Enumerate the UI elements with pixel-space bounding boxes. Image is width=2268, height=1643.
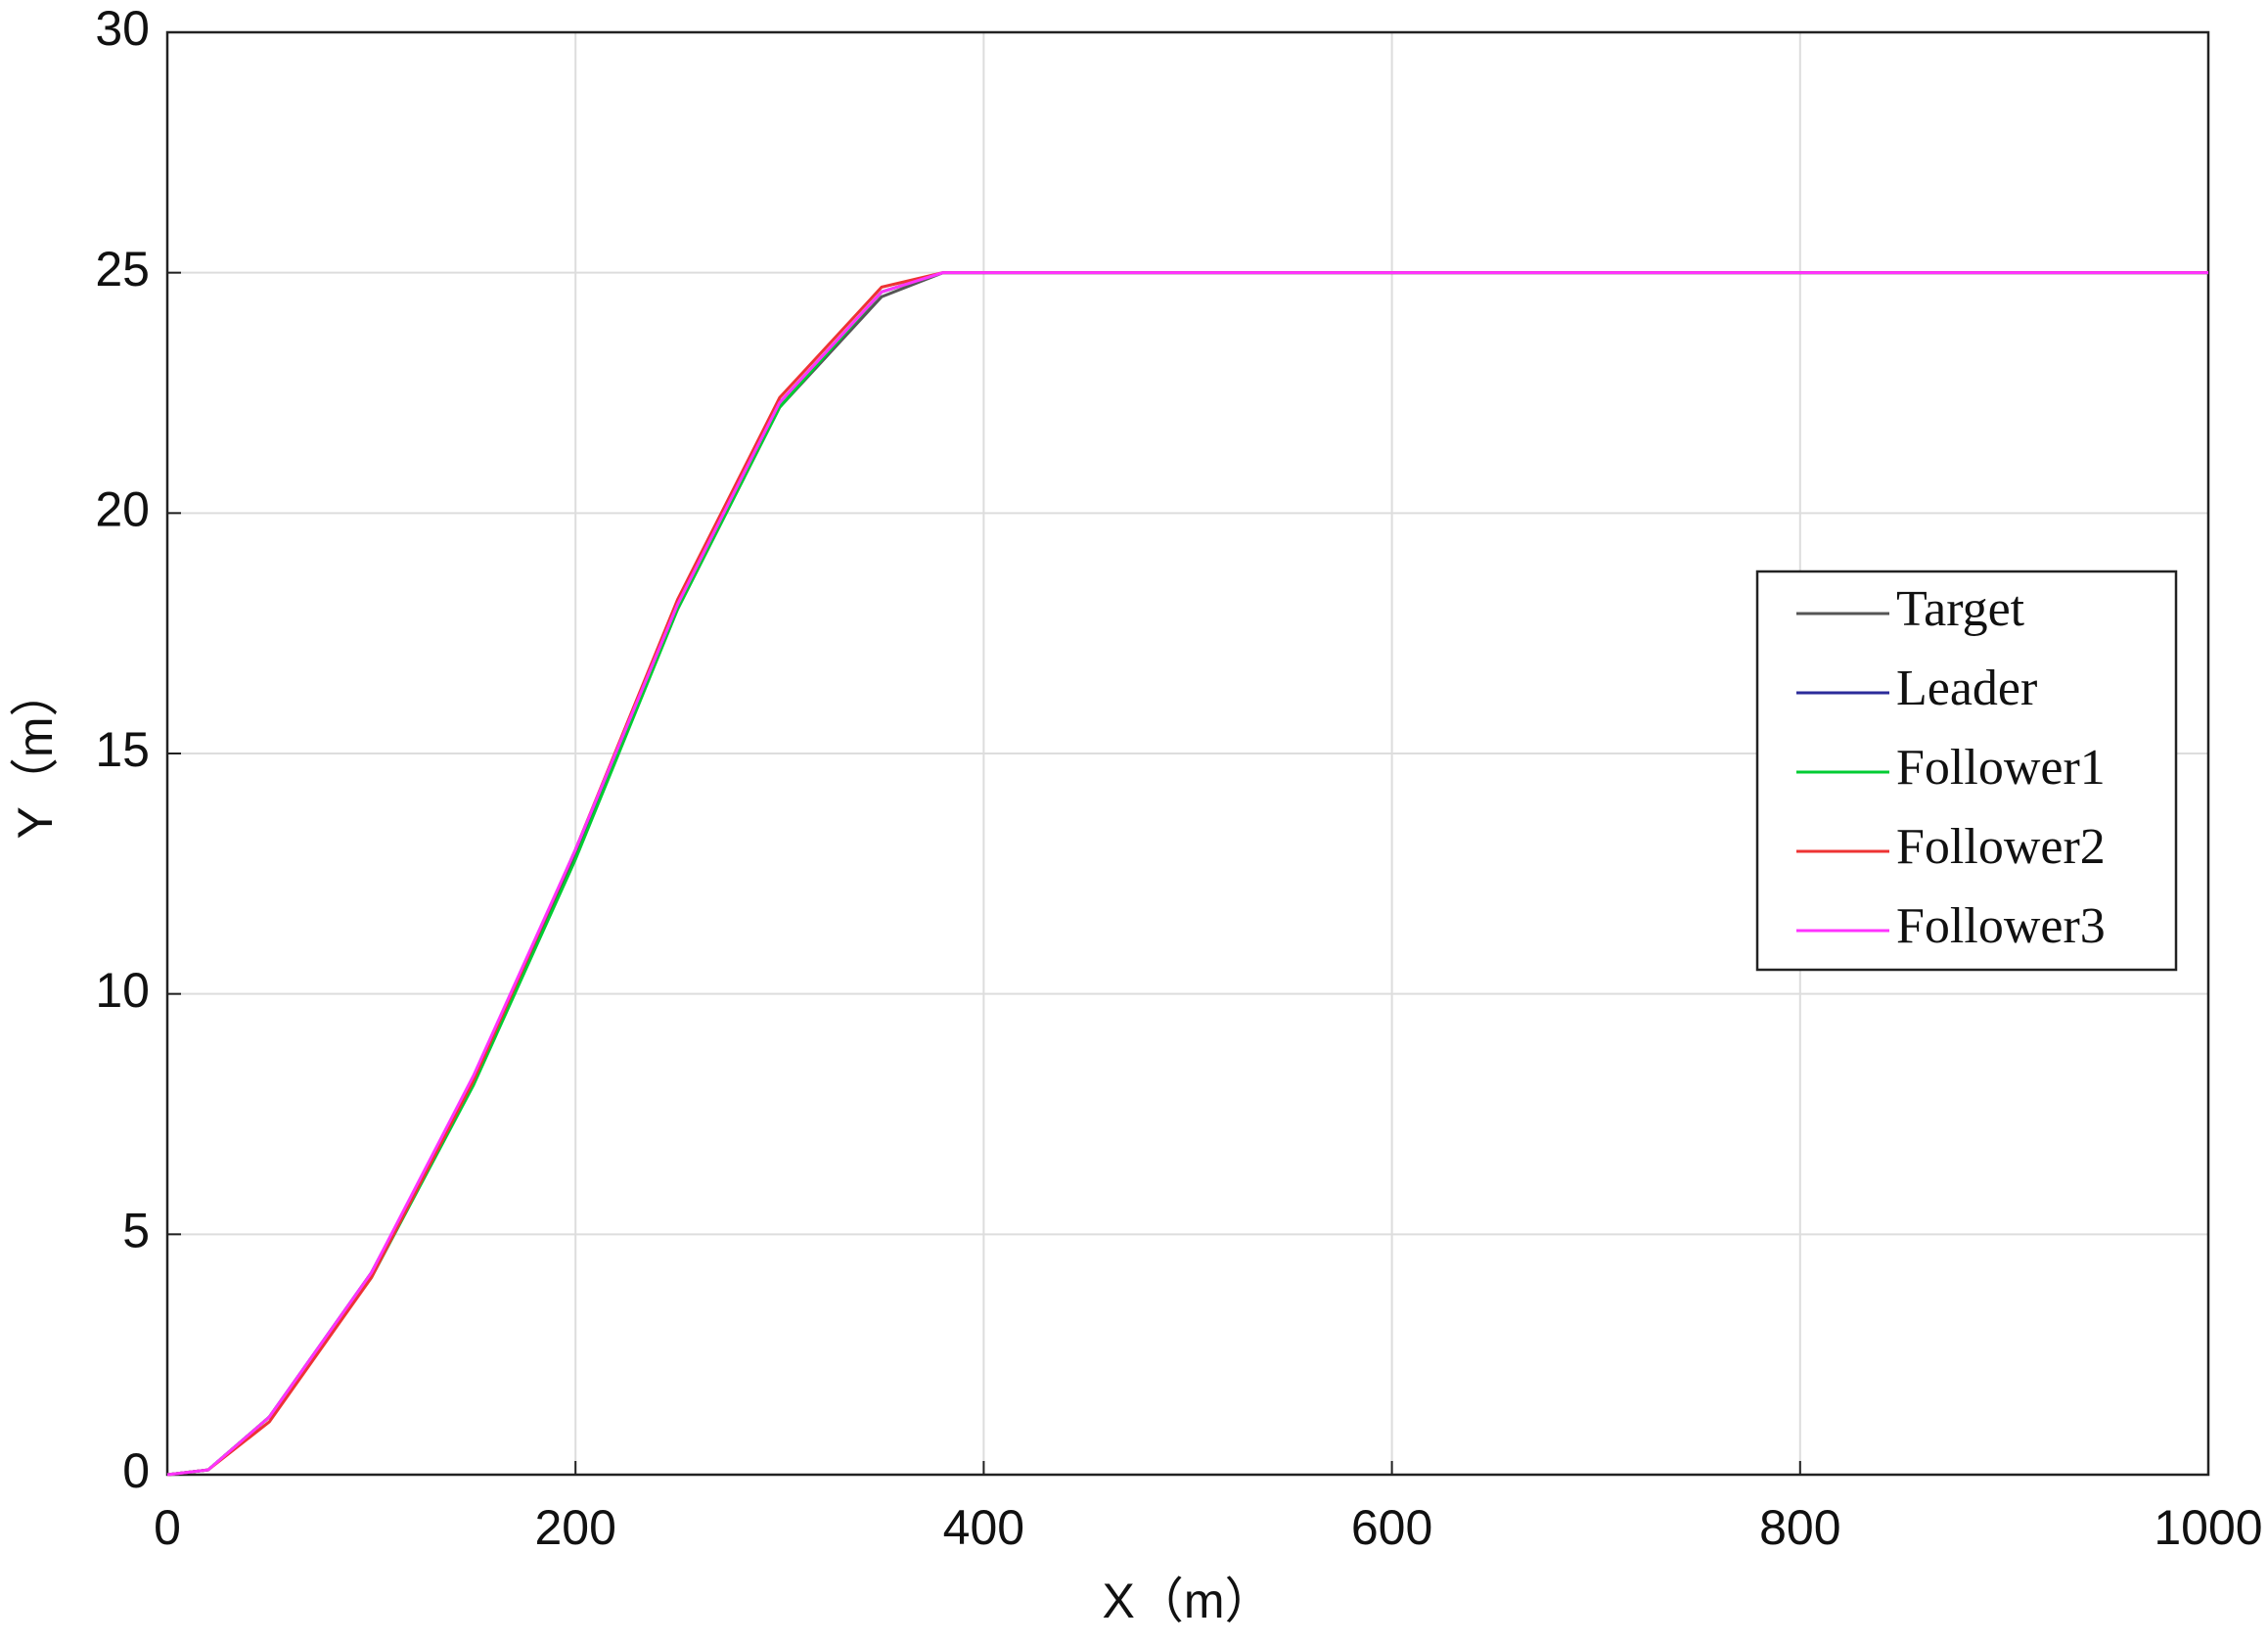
x-axis-label: X（m） [1103,1574,1274,1628]
plot-frame [165,30,2210,1477]
y-axis-label: Y（m） [8,668,63,840]
y-tick-label: 0 [122,1443,150,1498]
legend-label: Leader [1896,661,2037,716]
legend-label: Follower2 [1896,819,2106,875]
x-tick-label: 200 [534,1500,615,1555]
series-line [166,271,2208,1477]
legend-label: Follower1 [1896,740,2106,796]
x-tick-label: 600 [1351,1500,1432,1555]
y-tick-label: 25 [95,242,150,297]
y-tick-label: 30 [95,1,150,56]
y-tick-label: 20 [95,482,150,537]
x-tick-label: 800 [1759,1500,1840,1555]
legend-label: Target [1896,581,2025,637]
y-tick-label: 5 [122,1204,150,1258]
y-tick-label: 15 [95,722,150,777]
x-tick-label: 0 [154,1500,181,1555]
legend-label: Follower3 [1896,898,2106,954]
x-tick-label: 1000 [2154,1500,2262,1555]
x-tick-label: 400 [943,1500,1024,1555]
y-tick-label: 10 [95,963,150,1018]
